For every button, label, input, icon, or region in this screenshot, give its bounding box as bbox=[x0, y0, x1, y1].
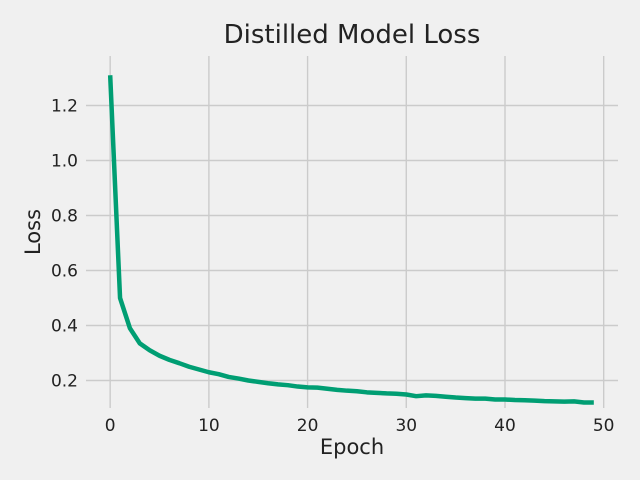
y-tick-labels: 0.2 0.4 0.6 0.8 1.0 1.2 bbox=[51, 97, 78, 392]
x-tick-labels: 0 10 20 30 40 50 bbox=[105, 416, 615, 436]
y-tick-label: 0.2 bbox=[51, 372, 78, 392]
x-tick-label: 0 bbox=[105, 416, 116, 436]
y-tick-label: 0.6 bbox=[51, 262, 78, 282]
x-axis-label: Epoch bbox=[320, 435, 384, 459]
x-tick-label: 50 bbox=[593, 416, 615, 436]
y-axis-label: Loss bbox=[21, 209, 45, 255]
y-tick-label: 1.0 bbox=[51, 152, 78, 172]
series-layer bbox=[107, 75, 594, 405]
chart-title: Distilled Model Loss bbox=[224, 20, 481, 50]
y-tick-label: 1.2 bbox=[51, 97, 78, 117]
x-grid bbox=[109, 56, 605, 408]
y-tick-label: 0.4 bbox=[51, 317, 78, 337]
x-tick-label: 40 bbox=[494, 416, 516, 436]
x-tick-label: 20 bbox=[297, 416, 319, 436]
loss-series-line bbox=[107, 75, 594, 405]
x-tick-label: 10 bbox=[198, 416, 220, 436]
y-tick-label: 0.8 bbox=[51, 207, 78, 227]
x-tick-label: 30 bbox=[395, 416, 417, 436]
y-grid bbox=[86, 104, 618, 382]
